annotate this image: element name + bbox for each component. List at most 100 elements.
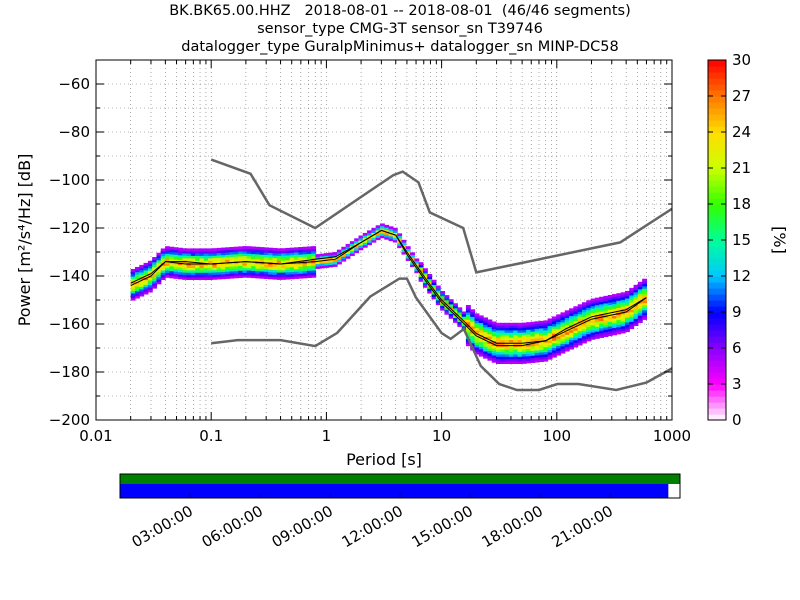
heatmap-cell bbox=[586, 321, 592, 325]
heatmap-cell bbox=[259, 275, 265, 279]
heatmap-cell bbox=[504, 322, 510, 326]
heatmap-cell bbox=[272, 274, 278, 278]
heatmap-cell bbox=[212, 269, 218, 273]
heatmap-cell bbox=[203, 248, 209, 252]
heatmap-cell bbox=[642, 300, 648, 304]
heatmap-cell bbox=[324, 255, 329, 259]
heatmap-cell bbox=[341, 254, 347, 257]
heatmap-cell bbox=[551, 338, 557, 341]
colorbar-segment bbox=[708, 360, 726, 367]
heatmap-cell bbox=[229, 266, 235, 269]
heatmap-cell bbox=[177, 250, 183, 253]
heatmap-cell bbox=[513, 356, 519, 360]
heatmap-cell bbox=[483, 341, 489, 345]
heatmap-cell bbox=[263, 271, 269, 275]
heatmap-cell bbox=[216, 274, 222, 278]
heatmap-cell bbox=[233, 256, 239, 260]
heatmap-cell bbox=[491, 352, 497, 356]
heatmap-cell bbox=[487, 343, 493, 347]
heatmap-cell bbox=[220, 257, 226, 260]
heatmap-cell bbox=[581, 316, 587, 320]
heatmap-cell bbox=[564, 322, 570, 326]
heatmap-cell bbox=[384, 227, 390, 231]
heatmap-cell bbox=[633, 296, 639, 300]
heatmap-cell bbox=[551, 321, 557, 325]
heatmap-cell bbox=[276, 250, 282, 254]
heatmap-cell bbox=[345, 246, 351, 250]
heatmap-cell bbox=[208, 272, 213, 276]
heatmap-cell bbox=[152, 264, 158, 268]
heatmap-cell bbox=[457, 321, 463, 325]
heatmap-cell bbox=[208, 265, 213, 268]
heatmap-cell bbox=[508, 327, 514, 331]
heatmap-cell bbox=[620, 299, 626, 303]
heatmap-cell bbox=[216, 259, 222, 263]
heatmap-cell bbox=[629, 321, 635, 325]
heatmap-cell bbox=[612, 301, 617, 305]
heatmap-cell bbox=[306, 256, 312, 259]
colorbar-segment bbox=[708, 384, 726, 391]
heatmap-cell bbox=[517, 349, 523, 352]
heatmap-cell bbox=[336, 259, 342, 263]
heatmap-cell bbox=[629, 316, 635, 320]
heatmap-cell bbox=[483, 334, 489, 338]
heatmap-cell bbox=[496, 354, 501, 357]
heatmap-cell bbox=[538, 320, 544, 324]
heatmap-cell bbox=[521, 334, 527, 338]
heatmap-cell bbox=[220, 273, 226, 277]
heatmap-cell bbox=[581, 335, 587, 339]
heatmap-cell bbox=[229, 275, 235, 279]
heatmap-cell bbox=[603, 319, 609, 323]
heatmap-cell bbox=[388, 233, 394, 237]
heatmap-cell bbox=[453, 303, 458, 307]
heatmap-cell bbox=[212, 267, 218, 271]
heatmap-cell bbox=[130, 290, 136, 294]
heatmap-cell bbox=[599, 325, 605, 329]
heatmap-cell bbox=[276, 257, 282, 261]
heatmap-cell bbox=[156, 264, 162, 268]
heatmap-cell bbox=[182, 269, 188, 273]
heatmap-cell bbox=[586, 305, 592, 308]
heatmap-cell bbox=[397, 245, 403, 249]
heatmap-cell bbox=[577, 325, 583, 329]
heatmap-cell bbox=[422, 280, 428, 284]
heatmap-cell bbox=[289, 259, 295, 263]
heatmap-cell bbox=[422, 268, 428, 272]
heatmap-cell bbox=[517, 351, 523, 355]
heatmap-cell bbox=[470, 323, 476, 327]
heatmap-cell bbox=[418, 278, 424, 282]
heatmap-cell bbox=[246, 275, 252, 278]
heatmap-cell bbox=[311, 262, 317, 266]
heatmap-cell bbox=[530, 360, 536, 363]
heatmap-cell bbox=[491, 357, 497, 361]
colorbar-segment bbox=[708, 222, 726, 229]
heatmap-cell bbox=[276, 272, 282, 276]
heatmap-cell bbox=[465, 321, 471, 325]
heatmap-cell bbox=[569, 341, 574, 345]
heatmap-cell bbox=[607, 318, 613, 322]
heatmap-cell bbox=[538, 356, 544, 360]
heatmap-cell bbox=[422, 275, 428, 279]
heatmap-cell bbox=[642, 302, 648, 306]
heatmap-cell bbox=[216, 250, 222, 254]
heatmap-cell bbox=[431, 284, 437, 288]
heatmap-cell bbox=[422, 285, 428, 288]
heatmap-cell bbox=[547, 352, 553, 355]
heatmap-cell bbox=[556, 343, 562, 346]
heatmap-cell bbox=[633, 294, 639, 298]
heatmap-cell bbox=[195, 250, 201, 254]
heatmap-cell bbox=[478, 339, 484, 343]
heatmap-cell bbox=[285, 274, 291, 278]
heatmap-cell bbox=[534, 328, 540, 332]
heatmap-cell bbox=[212, 260, 218, 263]
heatmap-cell bbox=[603, 329, 609, 333]
heatmap-cell bbox=[448, 299, 454, 302]
colorbar-segment bbox=[708, 144, 726, 151]
heatmap-cell bbox=[543, 356, 549, 360]
heatmap-cell bbox=[508, 361, 514, 364]
colorbar-segment bbox=[708, 72, 726, 79]
heatmap-cell bbox=[573, 327, 579, 331]
heatmap-cell bbox=[246, 255, 252, 259]
heatmap-cell bbox=[521, 353, 527, 357]
heatmap-cell bbox=[276, 248, 282, 252]
